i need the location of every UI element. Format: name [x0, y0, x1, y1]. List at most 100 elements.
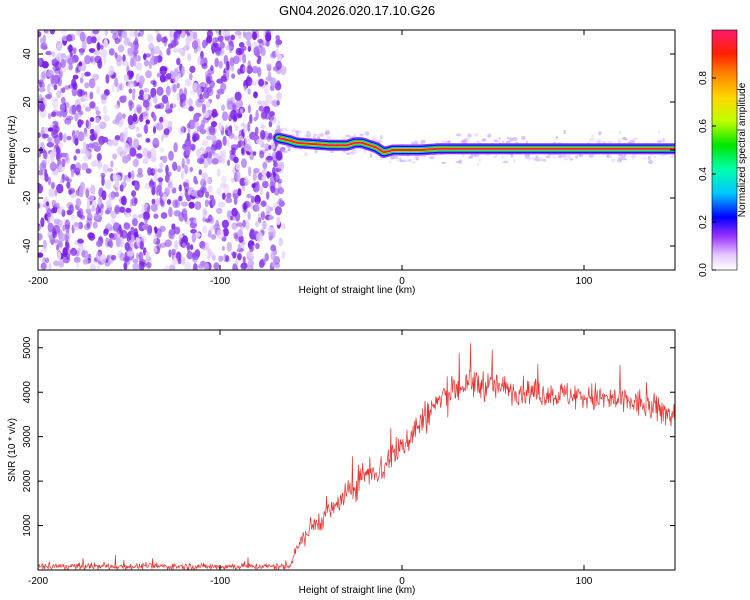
spectrogram-noise-blob [184, 78, 192, 87]
spectrogram-noise-blob [52, 124, 57, 135]
spectrogram-noise-blob [94, 106, 99, 112]
spectrogram-noise-blob [100, 172, 106, 178]
spectrogram-noise-blob [217, 35, 224, 42]
spectrogram-noise-blob [186, 157, 191, 165]
spectrogram-noise-blob [122, 54, 126, 63]
spectrogram-noise-blob [252, 151, 257, 156]
spectrogram-noise-blob [42, 239, 48, 249]
spectrogram-noise-blob [215, 30, 222, 35]
spectrogram-noise-blob [152, 167, 158, 174]
spectrogram-halo-speck [455, 160, 461, 164]
spectrogram-noise-blob [258, 78, 265, 87]
spectrogram-noise-blob [75, 198, 82, 207]
spectrogram-noise-blob [146, 262, 152, 269]
spectrogram-noise-blob [134, 30, 139, 38]
spectrogram-noise-blob [238, 98, 244, 109]
snr-x-tick-label: 100 [576, 576, 593, 587]
spectrogram-noise-blob [38, 31, 42, 38]
spectrogram-noise-blob [100, 48, 108, 58]
spectrogram-noise-blob [47, 222, 54, 233]
spectrogram-noise-blob [74, 162, 82, 173]
spectrogram-noise-blob [135, 126, 140, 132]
spectrogram-noise-blob [150, 80, 156, 85]
spectrogram-noise-blob [58, 141, 64, 150]
spectrogram-noise-blob [271, 257, 275, 268]
spectrogram-noise-blob [81, 135, 85, 141]
spectrogram-noise-blob [211, 134, 217, 145]
spectrogram-noise-blob [165, 173, 170, 183]
spectrogram-noise-blob [205, 241, 210, 251]
spectrogram-noise-blob [230, 177, 236, 183]
spectrogram-noise-blob [249, 150, 255, 161]
spectrogram-noise-blob [137, 32, 141, 37]
spectrogram-noise-blob [100, 93, 108, 101]
spectrogram-noise-blob [207, 254, 211, 260]
spectrogram-noise-blob [133, 108, 137, 114]
spectrogram-noise-blob [65, 63, 70, 71]
spectrogram-noise-blob [64, 176, 70, 182]
spectrogram-noise-blob [261, 175, 267, 182]
spectrogram-noise-blob [44, 168, 48, 178]
spectrogram-noise-blob [280, 65, 287, 76]
spectrogram-noise-blob [194, 201, 202, 211]
spectrogram-noise-blob [222, 135, 227, 146]
spectrogram-noise-blob [271, 99, 278, 106]
spectrogram-halo-speck [431, 155, 436, 159]
spectrogram-noise-blob [226, 60, 230, 71]
spectrogram-noise-blob [239, 108, 244, 114]
spectrogram-noise-blob [40, 217, 45, 228]
spectrogram-noise-blob [258, 105, 264, 112]
spectrogram-halo-speck [569, 158, 574, 161]
spectrogram-noise-blob [234, 30, 242, 36]
spectrogram-noise-blob [68, 105, 76, 115]
spectrogram-noise-blob [209, 126, 216, 136]
spectrogram-noise-blob [274, 206, 282, 216]
spectrogram-noise-blob [99, 203, 105, 210]
spectrogram-noise-blob [205, 218, 211, 223]
spectrogram-halo-speck [313, 133, 318, 136]
spectrogram-noise-blob [112, 153, 118, 160]
spectrogram-noise-blob [48, 263, 52, 270]
spectrogram-noise-blob [216, 229, 225, 240]
spectrogram-noise-blob [154, 104, 161, 109]
spectrogram-halo-speck [502, 160, 509, 164]
spectrogram-noise-blob [157, 177, 164, 183]
spectrogram-noise-blob [52, 230, 57, 239]
spectrogram-noise-blob [107, 167, 113, 173]
spectrogram-halo-speck [364, 131, 370, 136]
spectrogram-noise-blob [58, 232, 66, 242]
spectrogram-noise-blob [242, 256, 246, 265]
spectrogram-noise-blob [176, 82, 180, 89]
spectrogram-noise-blob [101, 136, 109, 143]
spectrogram-noise-blob [156, 33, 162, 43]
spectrogram-noise-blob [84, 82, 90, 89]
spectrogram-halo-speck [390, 155, 395, 160]
spectrogram-noise-blob [234, 124, 239, 132]
spectrogram-noise-blob [204, 262, 210, 270]
spectrogram-noise-blob [86, 35, 93, 45]
spectrogram-noise-blob [226, 139, 230, 147]
spectrogram-noise-blob [110, 30, 118, 35]
spectrogram-noise-blob [138, 75, 145, 85]
spectrogram-noise-blob [196, 148, 201, 158]
spectrogram-halo-speck [606, 153, 610, 158]
spectrogram-noise-blob [226, 100, 234, 110]
spectrogram-noise-blob [202, 112, 210, 119]
spectrogram-noise-blob [95, 206, 100, 216]
snr-x-ticks: -200 -100 0 100 [28, 330, 593, 587]
spectrogram-halo-speck [656, 139, 663, 144]
spectrogram-noise-blob [161, 36, 168, 44]
spectrogram-noise-blob [242, 46, 247, 51]
spectrogram-noise-blob [131, 196, 138, 207]
spectrogram-halo-speck [588, 154, 594, 158]
spectrogram-noise-blob [160, 242, 167, 248]
spectrogram-noise-blob [61, 87, 66, 93]
spectrogram-noise-blob [165, 187, 171, 196]
spectrogram-noise-blob [117, 44, 125, 53]
spectrogram-noise-blob [80, 148, 86, 155]
spectrogram-noise-blob [244, 219, 250, 230]
spectrogram-noise-blob [238, 135, 244, 141]
spectrogram-noise-blob [132, 158, 139, 168]
spectrogram-y-tick-label: 0 [22, 147, 33, 153]
spectrogram-halo-speck [653, 155, 656, 158]
